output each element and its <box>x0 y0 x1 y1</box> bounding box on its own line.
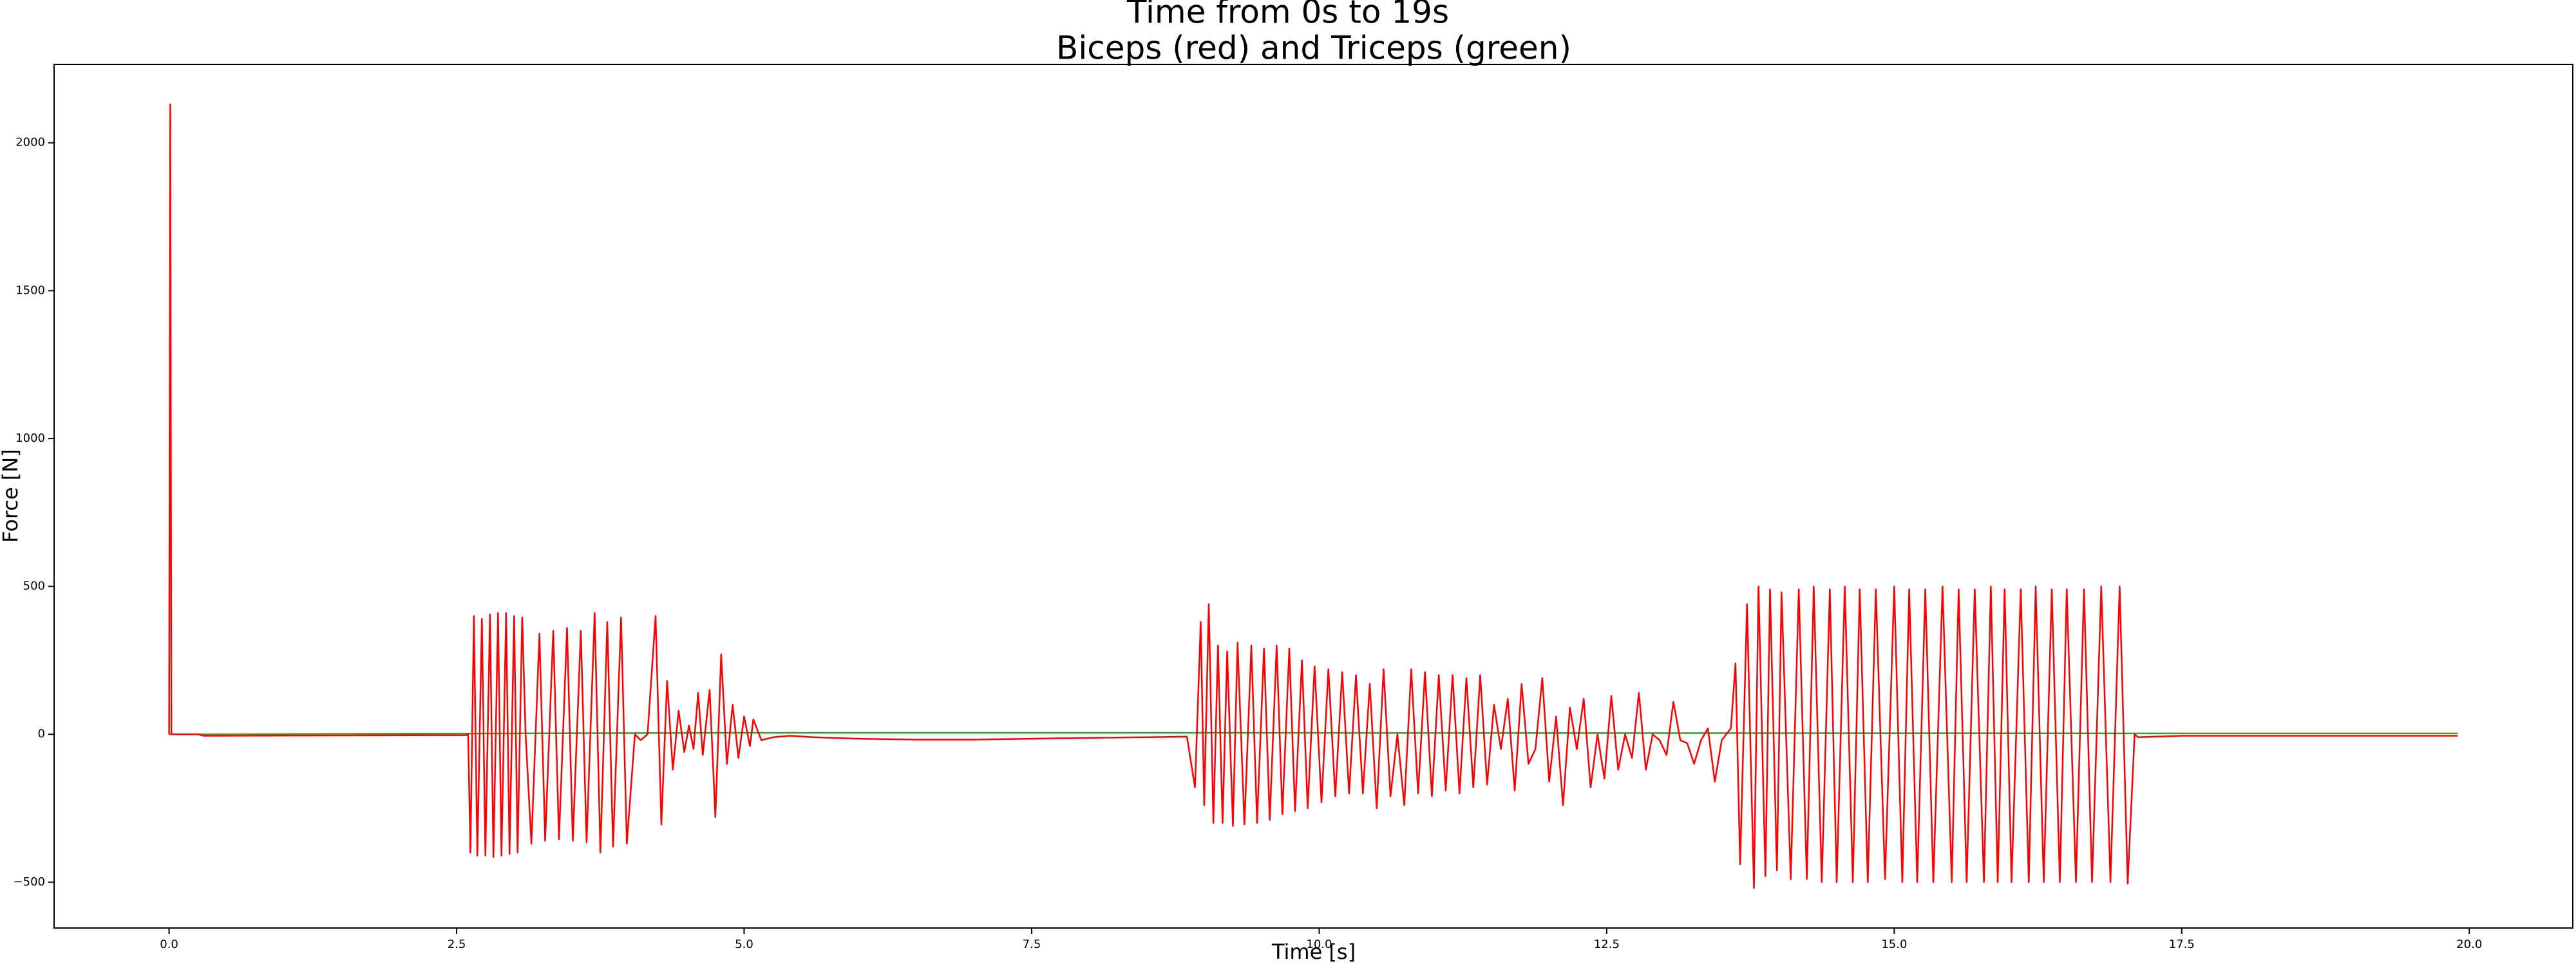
x-tick-label: 7.5 <box>1023 938 1041 951</box>
chart-subtitle: Biceps (red) and Triceps (green) <box>1056 30 1571 67</box>
y-tick-label: 1500 <box>15 283 45 297</box>
plot-frame <box>53 64 2573 929</box>
x-tick-label: 20.0 <box>2456 938 2482 951</box>
x-axis-label: Time [s] <box>1271 940 1356 964</box>
y-tick-label: 2000 <box>15 136 45 149</box>
y-axis-label: Force [N] <box>0 449 23 543</box>
x-tick-label: 15.0 <box>1881 938 1907 951</box>
x-tick-label: 2.5 <box>448 938 466 951</box>
x-tick-label: 17.5 <box>2169 938 2195 951</box>
y-tick-label: 0 <box>38 727 45 741</box>
x-tick-label: 10.0 <box>1306 938 1332 951</box>
y-tick-label: 500 <box>23 580 45 593</box>
x-tick-label: 12.5 <box>1594 938 1620 951</box>
y-tick-label: 1000 <box>15 431 45 445</box>
chart-title: Time from 0s to 19s <box>1126 0 1449 31</box>
series-line <box>168 103 2458 889</box>
y-tick-label: −500 <box>14 875 45 889</box>
x-tick-label: 5.0 <box>735 938 753 951</box>
x-tick-label: 0.0 <box>160 938 178 951</box>
